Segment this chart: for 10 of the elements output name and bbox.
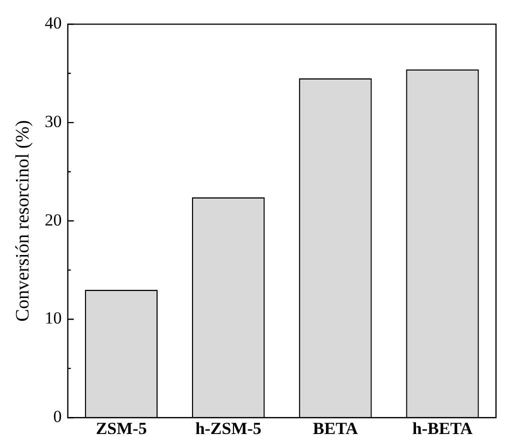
y-tick-label: 30 bbox=[44, 112, 62, 132]
x-tick-label: h-ZSM-5 bbox=[195, 419, 262, 438]
y-tick-label: 40 bbox=[44, 14, 62, 33]
x-tick-label: h-BETA bbox=[412, 419, 474, 438]
y-tick-label: 10 bbox=[44, 308, 62, 328]
y-axis-title: Conversión resorcinol (%) bbox=[12, 120, 34, 322]
y-tick-label: 0 bbox=[53, 407, 62, 426]
x-tick-label: ZSM-5 bbox=[96, 419, 147, 438]
y-tick-label: 20 bbox=[44, 210, 62, 230]
x-tick-label: BETA bbox=[312, 419, 359, 438]
